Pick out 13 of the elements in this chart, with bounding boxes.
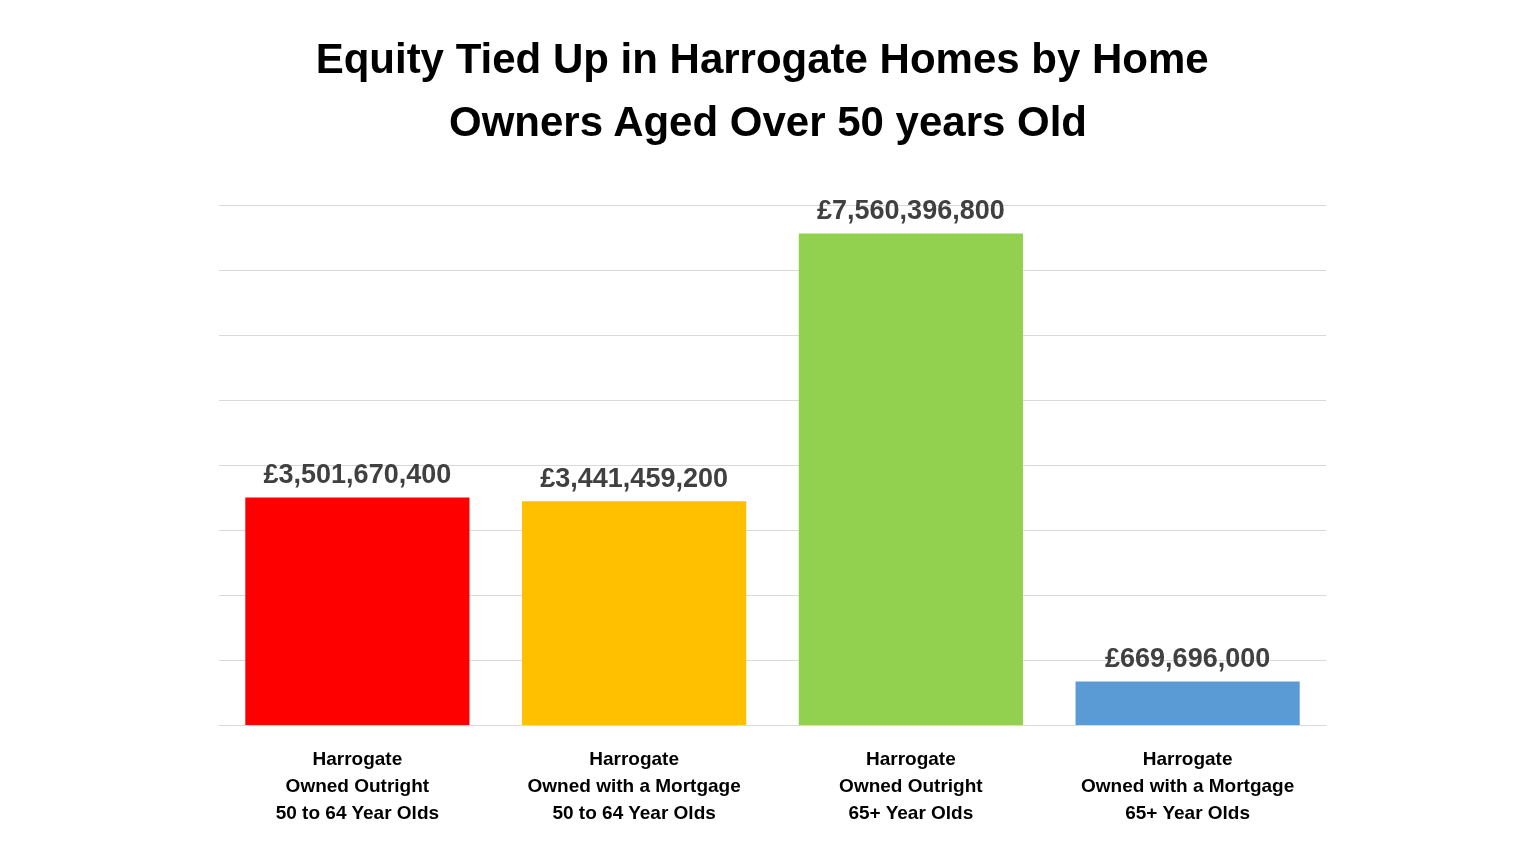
data-label: £7,560,396,800 bbox=[817, 195, 1005, 226]
bar bbox=[798, 233, 1023, 725]
x-tick-label: Harrogate Owned Outright 65+ Year Olds bbox=[839, 748, 984, 823]
data-label: £669,696,000 bbox=[1105, 642, 1271, 673]
data-label: £3,441,459,200 bbox=[540, 462, 728, 493]
data-label: £3,501,670,400 bbox=[263, 458, 452, 489]
chart-title: Equity Tied Up in Harrogate Homes by Home Owners Aged Over 50 years Old bbox=[315, 35, 1221, 145]
bar bbox=[522, 501, 747, 725]
x-tick-label: Harrogate Owned with a Mortgage 65+ Year Olds bbox=[1081, 748, 1295, 823]
bar bbox=[245, 497, 470, 725]
bar bbox=[1075, 681, 1300, 725]
x-tick-label: Harrogate Owned Outright 50 to 64 Year Olds bbox=[275, 748, 440, 823]
x-tick-label: Harrogate Owned with a Mortgage 50 to 64 Year Olds bbox=[527, 748, 741, 823]
